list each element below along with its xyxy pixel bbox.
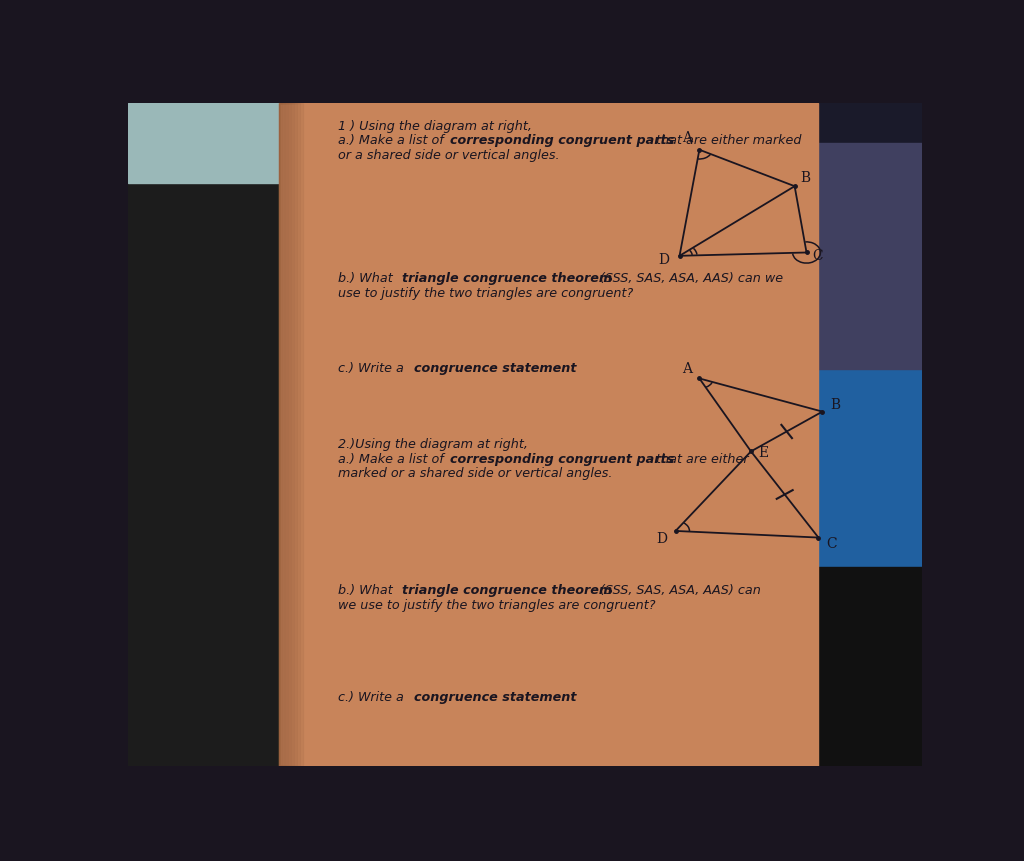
Text: triangle congruence theorem: triangle congruence theorem	[401, 584, 612, 597]
Text: D: D	[658, 253, 669, 268]
Text: c.) Write a: c.) Write a	[338, 691, 409, 704]
Text: congruence statement: congruence statement	[414, 362, 577, 375]
Text: D: D	[655, 532, 667, 546]
Text: 2.)Using the diagram at right,: 2.)Using the diagram at right,	[338, 438, 528, 451]
Bar	[279, 103, 282, 766]
Bar	[818, 143, 922, 369]
Bar	[818, 567, 922, 766]
Bar	[279, 103, 288, 766]
Bar	[128, 103, 922, 143]
Text: c.) Write a: c.) Write a	[338, 362, 409, 375]
Text: .: .	[572, 691, 577, 704]
Text: A: A	[682, 131, 691, 145]
Bar	[818, 203, 922, 567]
Bar	[128, 103, 279, 766]
Bar	[279, 103, 297, 766]
Text: congruence statement: congruence statement	[414, 691, 577, 704]
Bar	[279, 103, 818, 766]
Text: A: A	[682, 362, 691, 375]
Text: corresponding congruent parts: corresponding congruent parts	[451, 453, 675, 466]
Bar	[279, 103, 285, 766]
Text: a.) Make a list of: a.) Make a list of	[338, 134, 449, 147]
Text: marked or a shared side or vertical angles.: marked or a shared side or vertical angl…	[338, 468, 612, 480]
Text: .: .	[572, 362, 577, 375]
Text: or a shared side or vertical angles.: or a shared side or vertical angles.	[338, 149, 560, 162]
Text: (SSS, SAS, ASA, AAS) can we: (SSS, SAS, ASA, AAS) can we	[596, 272, 783, 285]
Text: corresponding congruent parts: corresponding congruent parts	[451, 134, 675, 147]
Bar	[279, 103, 303, 766]
Text: E: E	[759, 446, 769, 461]
Text: b.) What: b.) What	[338, 584, 397, 597]
Bar	[279, 103, 294, 766]
Text: C: C	[812, 249, 823, 263]
Text: B: B	[830, 398, 840, 412]
Text: b.) What: b.) What	[338, 272, 397, 285]
Bar	[818, 103, 922, 766]
Text: that are either: that are either	[652, 453, 749, 466]
Text: use to justify the two triangles are congruent?: use to justify the two triangles are con…	[338, 287, 634, 300]
Bar	[279, 103, 291, 766]
Text: (SSS, SAS, ASA, AAS) can: (SSS, SAS, ASA, AAS) can	[596, 584, 761, 597]
Bar	[128, 103, 279, 183]
Text: 1 ) Using the diagram at right,: 1 ) Using the diagram at right,	[338, 120, 532, 133]
Bar	[279, 103, 300, 766]
Text: B: B	[800, 170, 810, 184]
Text: a.) Make a list of: a.) Make a list of	[338, 453, 449, 466]
Text: we use to justify the two triangles are congruent?: we use to justify the two triangles are …	[338, 598, 655, 611]
Text: C: C	[825, 537, 837, 551]
Text: triangle congruence theorem: triangle congruence theorem	[401, 272, 612, 285]
Text: that are either marked: that are either marked	[652, 134, 801, 147]
